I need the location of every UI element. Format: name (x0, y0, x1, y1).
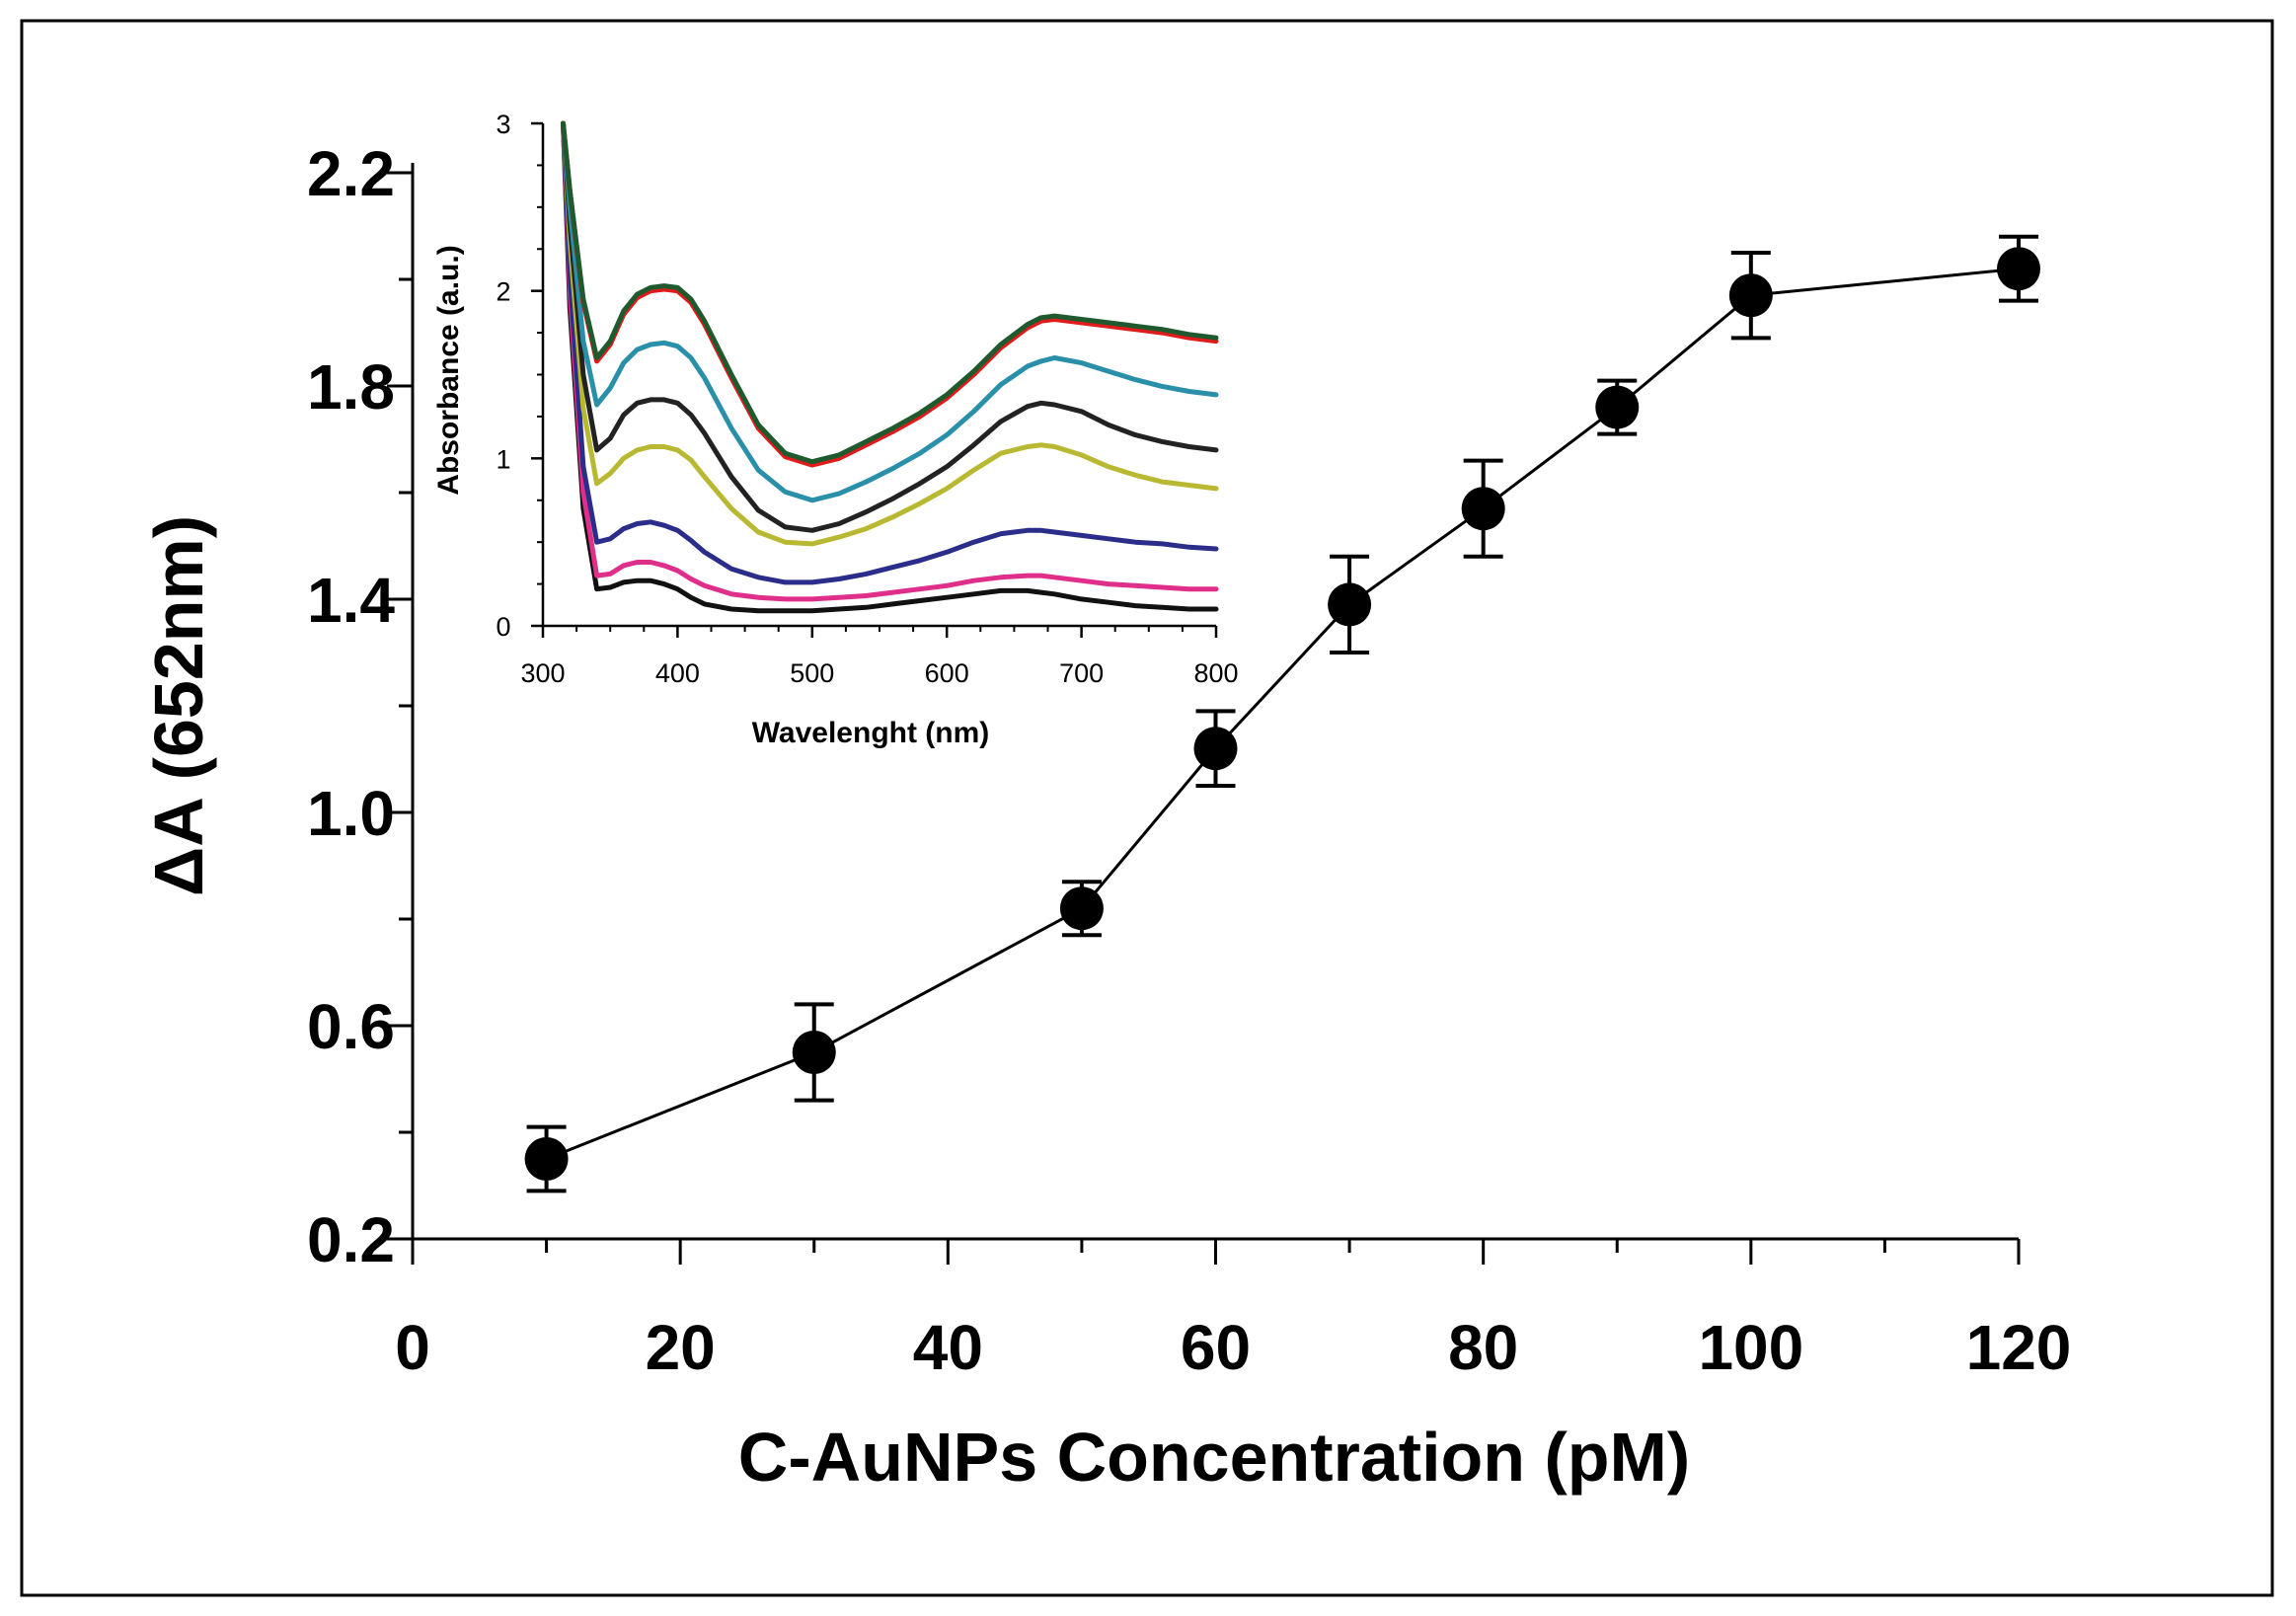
main-y-axis-label: ΔA (652nm) (140, 515, 217, 896)
main-x-ticks: 0 20 40 60 80 100 120 (395, 1239, 2071, 1383)
main-x-tick-label: 100 (1698, 1312, 1803, 1383)
inset-series-line-olive (561, 120, 1219, 547)
main-y-tick-label: 1.8 (307, 351, 395, 423)
data-point (1059, 886, 1104, 931)
data-point (1595, 385, 1640, 429)
main-y-tick-label: 1.0 (307, 778, 395, 849)
data-point (1328, 582, 1372, 627)
data-point (524, 1137, 569, 1181)
data-point (792, 1031, 836, 1074)
main-x-tick-label: 40 (913, 1312, 983, 1383)
main-y-tick-label: 0.6 (307, 991, 395, 1062)
data-point (1461, 487, 1505, 531)
inset-series-line-black-bottom (561, 120, 1219, 614)
data-point (1728, 273, 1773, 318)
inset-y-axis-label: Absorbance (a.u.) (432, 245, 465, 495)
main-series (524, 234, 2040, 1193)
main-x-tick-label: 80 (1448, 1312, 1518, 1383)
main-x-tick-label: 60 (1181, 1312, 1251, 1383)
inset-x-tick-label: 700 (1059, 658, 1104, 688)
inset-x-tick-label: 500 (790, 658, 834, 688)
inset-x-tick-label: 300 (520, 658, 565, 688)
data-point (1997, 247, 2040, 291)
main-y-tick-label: 1.4 (307, 565, 395, 636)
main-x-tick-label: 20 (646, 1312, 716, 1383)
inset-x-tick-label: 600 (925, 658, 969, 688)
inset-series-line-dark-green (561, 120, 1219, 465)
inset-x-tick-label: 800 (1193, 658, 1238, 688)
inset-x-tick-label: 400 (655, 658, 700, 688)
inset-series-line-pink (561, 120, 1219, 602)
inset-y-ticks: 0 1 2 3 (496, 110, 543, 642)
main-y-tick-label: 2.2 (307, 138, 395, 209)
inset-y-tick-label: 2 (496, 277, 510, 307)
main-y-tick-label: 0.2 (307, 1204, 395, 1275)
figure-frame (20, 19, 2274, 1597)
main-chart: 0 20 40 60 80 100 120 0.20.61.01.41.82.2 C-AuN… (140, 138, 2071, 1496)
inset-x-ticks: 300 400 500 600 700 800 (520, 626, 1239, 688)
inset-series-line-teal (561, 120, 1219, 503)
main-x-axis-label: C-AuNPs Concentration (pM) (738, 1419, 1690, 1496)
inset-series-line-navy (561, 120, 1219, 585)
data-point (1193, 727, 1238, 771)
inset-y-tick-label: 1 (496, 444, 510, 474)
inset-y-tick-label: 3 (496, 110, 510, 139)
inset-x-axis-label: Wavelenght (nm) (752, 717, 990, 749)
inset-series (561, 120, 1219, 614)
inset-series-line-black (561, 120, 1219, 533)
inset-y-tick-label: 0 (496, 612, 510, 642)
main-x-tick-label: 120 (1966, 1312, 2072, 1383)
main-y-ticks: 0.2 0.6 1.0 1.4 1.8 2.2 (307, 138, 413, 1275)
main-x-tick-label: 0 (395, 1312, 430, 1383)
